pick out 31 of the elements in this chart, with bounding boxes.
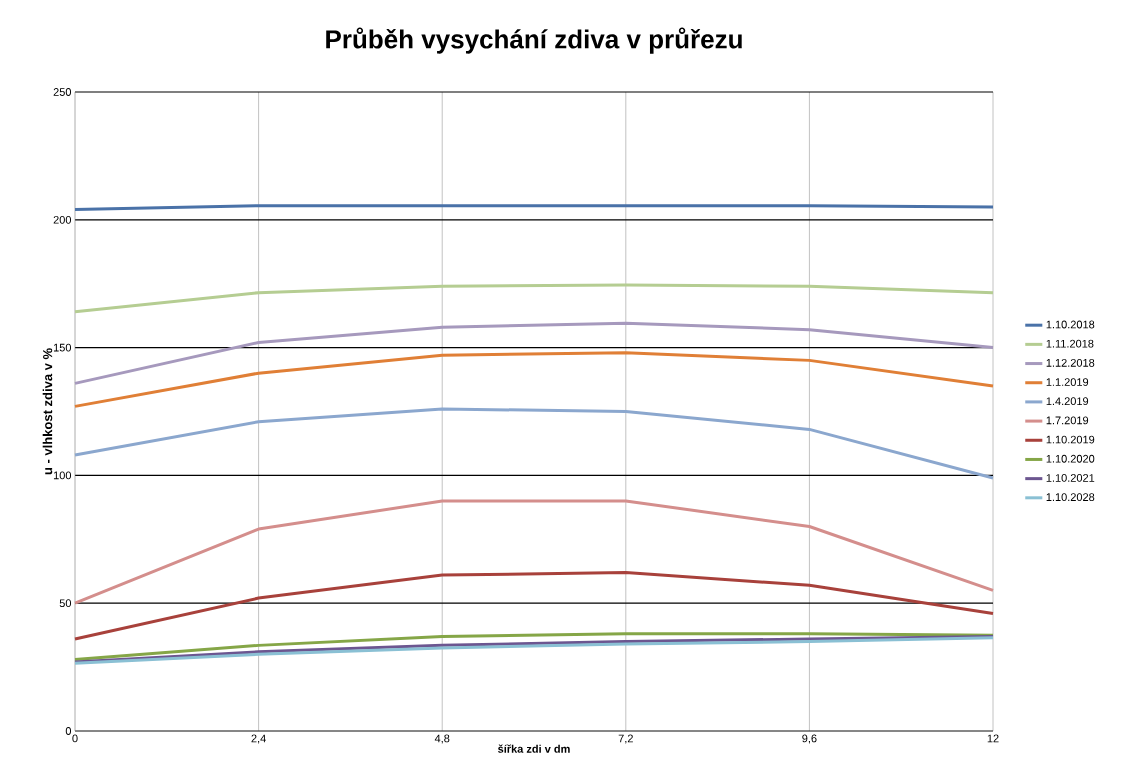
line-series (73, 499, 995, 605)
y-tick-label: 250 (53, 88, 72, 96)
legend-label: 1.10.2019 (1046, 435, 1095, 444)
y-tick-label: 150 (53, 343, 72, 352)
line-series (73, 407, 995, 480)
line-series (73, 571, 995, 641)
x-tick-label: 2,4 (251, 734, 266, 744)
y-axis-title: u - vlhkost zdiva v % (42, 348, 53, 475)
x-tick-label: 9,6 (802, 734, 817, 744)
x-axis-title: šířka zdi v dm (498, 744, 570, 753)
x-tick-label: 4,8 (434, 734, 450, 744)
legend-label: 1.1.2019 (1046, 378, 1089, 386)
line-series (73, 321, 995, 385)
legend-label: 1.4.2019 (1046, 397, 1089, 406)
legend-label: 1.7.2019 (1046, 416, 1089, 425)
line-series (73, 283, 995, 314)
chart-title: Průběh vysychání zdiva v průřezu (326, 27, 742, 54)
legend-label: 1.10.2028 (1046, 493, 1095, 502)
x-tick-label: 7,2 (618, 734, 633, 744)
legend-label: 1.10.2020 (1046, 454, 1095, 463)
x-tick-label: 12 (987, 734, 999, 743)
legend-label: 1.10.2018 (1046, 320, 1095, 329)
x-tick-label: 0 (72, 734, 78, 743)
legend-label: 1.12.2018 (1046, 358, 1095, 367)
line-series (73, 351, 995, 408)
y-tick-label: 200 (53, 215, 72, 224)
y-tick-label: 50 (59, 599, 72, 608)
y-tick-label: 100 (53, 471, 72, 480)
y-tick-label: 0 (65, 727, 72, 735)
legend-label: 1.11.2018 (1046, 339, 1094, 348)
legend-label: 1.10.2021 (1046, 474, 1095, 482)
